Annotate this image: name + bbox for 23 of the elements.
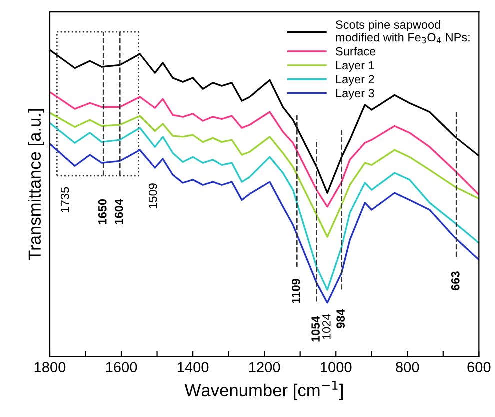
x-tick-label: 1400: [178, 362, 209, 373]
annotation: 1024: [322, 314, 331, 340]
x-axis-title: Wavenumber [cm$^{−1}$]: [184, 380, 343, 400]
x-tick-label: 800: [396, 362, 420, 373]
legend-label: Layer 2: [336, 75, 374, 86]
annotation: 1735: [60, 187, 70, 212]
ref-line-label: 1109: [292, 279, 300, 304]
ref-line-label: 984: [336, 309, 345, 328]
annotation: 1509: [148, 184, 158, 208]
legend-label: Surface: [336, 47, 376, 56]
y-axis-title: Transmittance [a.u.]: [28, 109, 44, 261]
legend-label: Layer 3: [336, 89, 374, 100]
legend-label: Scots pine sapwood modified with Fe$_{3}$O$_{4}$ NPs:: [336, 20, 470, 44]
legend-label: Layer 1: [336, 61, 374, 72]
x-tick-label: 1600: [106, 362, 138, 373]
x-tick-label: 1200: [249, 362, 280, 373]
ref-line-label: 1650: [98, 199, 107, 224]
x-tick-label: 600: [468, 362, 491, 373]
x-tick-label: 1800: [34, 362, 66, 373]
ref-line-label: 1604: [114, 199, 124, 224]
ref-line-label: 1054: [312, 316, 320, 342]
ref-line-label: 663: [451, 272, 460, 290]
x-tick-label: 1000: [321, 362, 352, 373]
